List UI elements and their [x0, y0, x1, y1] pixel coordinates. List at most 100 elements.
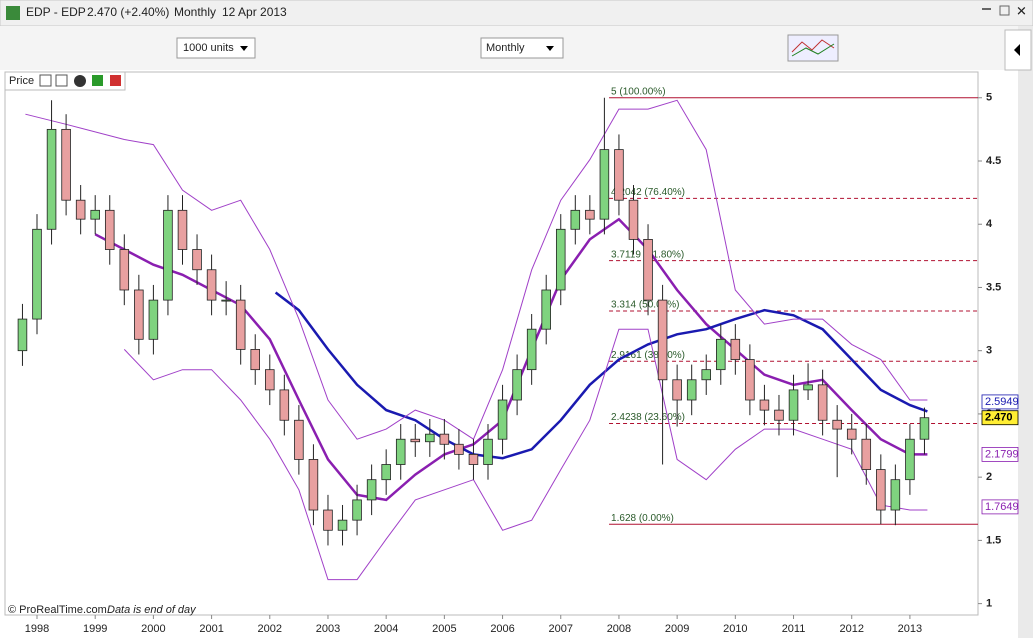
overlay-line — [274, 291, 928, 460]
date: 12 Apr 2013 — [222, 5, 287, 19]
value-marker-box — [981, 447, 1019, 462]
close-panel-button[interactable] — [74, 75, 86, 87]
candle-body — [366, 479, 377, 501]
candle-body — [686, 379, 697, 401]
candle-body — [134, 289, 144, 340]
candle-body — [861, 438, 872, 470]
candle-body — [192, 249, 202, 271]
timeframe-dropdown[interactable] — [480, 37, 564, 59]
price: 2.470 (+2.40%) — [87, 5, 169, 19]
candle-body — [599, 149, 610, 220]
timeframe-value: Monthly — [486, 42, 525, 54]
value-marker-box — [981, 499, 1019, 515]
x-tick-label: 2013 — [898, 623, 922, 635]
candle-body — [337, 519, 348, 531]
maximize-button[interactable] — [999, 5, 1010, 16]
x-tick-label: 2005 — [432, 623, 456, 635]
fib-label: 4.2042 (76.40%) — [611, 187, 685, 198]
y-tick-label: 3.5 — [986, 281, 1001, 293]
x-tick-label: 2003 — [316, 623, 340, 635]
candle-body — [541, 289, 551, 330]
candle-body — [177, 209, 188, 250]
candle-body — [221, 299, 231, 302]
value-marker-box — [981, 394, 1019, 410]
candle-body — [61, 128, 71, 201]
candle-body — [410, 438, 421, 443]
candle-body — [672, 379, 682, 401]
window-button[interactable] — [55, 74, 68, 87]
candle-body — [279, 389, 290, 421]
candle-body — [17, 318, 28, 352]
overlay-line — [25, 99, 928, 440]
candle-body — [235, 299, 246, 350]
value-marker-label: 1.7649 — [985, 501, 1019, 513]
copyright: © ProRealTime.com — [8, 604, 107, 616]
minimize-button[interactable] — [982, 8, 991, 10]
indicators-button[interactable] — [787, 34, 839, 62]
units-value: 1000 units — [183, 42, 234, 54]
move-up-button[interactable] — [92, 75, 103, 86]
value-marker-box — [981, 410, 1019, 426]
indicators-icon — [791, 39, 835, 53]
fib-label: 5 (100.00%) — [611, 86, 665, 97]
app-icon — [6, 6, 20, 20]
close-button[interactable]: ✕ — [1016, 3, 1027, 18]
candle-body — [512, 369, 522, 401]
candle-body — [265, 369, 275, 391]
side-panel-arrow — [1014, 44, 1020, 56]
x-tick-label: 2002 — [258, 623, 282, 635]
dropdown-arrow — [546, 46, 554, 51]
x-tick-label: 2009 — [665, 623, 689, 635]
candle-body — [32, 228, 42, 320]
y-tick-label: 5 — [986, 92, 992, 104]
candle-body — [585, 209, 595, 220]
candle-body — [643, 239, 653, 301]
candle-body — [352, 499, 362, 521]
plot-frame — [4, 71, 979, 616]
candle-body — [570, 209, 581, 230]
candle-body — [90, 209, 100, 220]
x-tick-label: 2000 — [141, 623, 165, 635]
fib-label: 2.4238 (23.60%) — [611, 412, 685, 423]
candle-body — [483, 438, 493, 465]
value-marker-label: 2.5949 — [985, 396, 1019, 408]
fib-label: 1.628 (0.00%) — [611, 513, 674, 524]
period: Monthly — [174, 5, 216, 19]
candle-body — [788, 389, 799, 421]
y-tick-label: 4.5 — [986, 155, 1001, 167]
move-down-button[interactable] — [110, 75, 121, 86]
candle-body — [425, 433, 435, 443]
x-tick-label: 2010 — [723, 623, 747, 635]
dropdown-arrow — [240, 46, 248, 51]
candle-body — [468, 453, 479, 465]
symbol: EDP - EDP — [26, 5, 86, 19]
y-tick-label: 4 — [986, 218, 993, 230]
x-tick-label: 2012 — [839, 623, 863, 635]
candle-body — [323, 509, 333, 531]
candle-body — [497, 399, 508, 440]
candle-body — [730, 338, 741, 360]
x-tick-label: 1998 — [25, 623, 49, 635]
candle-body — [846, 428, 857, 440]
candle-body — [308, 459, 319, 511]
y-tick-label: 3 — [986, 345, 992, 357]
x-tick-label: 2007 — [549, 623, 573, 635]
settings-button[interactable] — [39, 74, 52, 87]
candle-body — [439, 433, 450, 445]
y-tick-label: 1.5 — [986, 534, 1001, 546]
units-dropdown[interactable] — [176, 37, 256, 59]
candle-body — [454, 443, 464, 455]
candle-body — [716, 338, 726, 371]
candle-body — [555, 228, 566, 291]
candle-body — [876, 469, 886, 511]
candle-body — [381, 464, 391, 481]
candle-body — [46, 128, 57, 230]
x-tick-label: 2001 — [199, 623, 223, 635]
candle-body — [905, 438, 915, 481]
scrollbar[interactable] — [1018, 26, 1033, 638]
y-tick-label: 1 — [986, 598, 992, 610]
candle-body — [75, 199, 86, 220]
panel-label: Price — [9, 75, 34, 87]
